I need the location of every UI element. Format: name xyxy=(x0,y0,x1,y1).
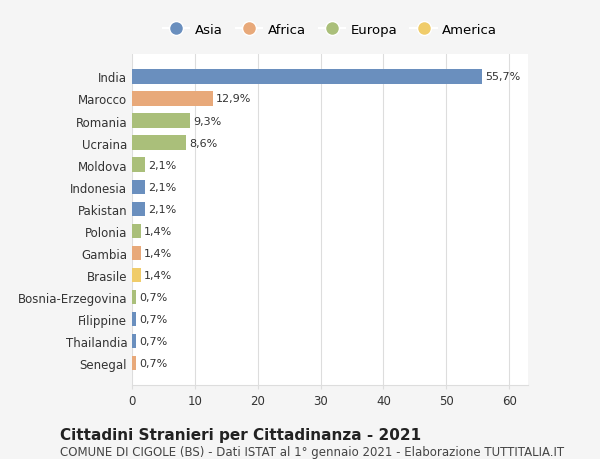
Text: 0,7%: 0,7% xyxy=(140,336,168,347)
Bar xyxy=(132,180,145,195)
Bar xyxy=(132,290,136,304)
Text: 0,7%: 0,7% xyxy=(140,292,168,302)
Text: 9,3%: 9,3% xyxy=(194,116,222,126)
Bar xyxy=(132,158,145,173)
Bar xyxy=(132,356,136,370)
Text: 12,9%: 12,9% xyxy=(216,94,251,104)
Bar xyxy=(132,224,141,239)
Text: 55,7%: 55,7% xyxy=(485,72,521,82)
Bar xyxy=(132,114,190,129)
Bar xyxy=(132,92,213,106)
Bar xyxy=(132,202,145,217)
Bar xyxy=(132,268,141,282)
Text: 2,1%: 2,1% xyxy=(148,182,176,192)
Bar xyxy=(132,70,482,84)
Text: Cittadini Stranieri per Cittadinanza - 2021: Cittadini Stranieri per Cittadinanza - 2… xyxy=(60,427,421,442)
Text: 1,4%: 1,4% xyxy=(144,226,172,236)
Text: 1,4%: 1,4% xyxy=(144,270,172,280)
Text: 1,4%: 1,4% xyxy=(144,248,172,258)
Text: 0,7%: 0,7% xyxy=(140,314,168,325)
Bar xyxy=(132,312,136,326)
Legend: Asia, Africa, Europa, America: Asia, Africa, Europa, America xyxy=(158,19,502,42)
Text: 8,6%: 8,6% xyxy=(189,138,217,148)
Bar xyxy=(132,136,186,151)
Text: 2,1%: 2,1% xyxy=(148,204,176,214)
Text: 2,1%: 2,1% xyxy=(148,160,176,170)
Bar xyxy=(132,334,136,348)
Text: COMUNE DI CIGOLE (BS) - Dati ISTAT al 1° gennaio 2021 - Elaborazione TUTTITALIA.: COMUNE DI CIGOLE (BS) - Dati ISTAT al 1°… xyxy=(60,445,564,458)
Text: 0,7%: 0,7% xyxy=(140,358,168,369)
Bar xyxy=(132,246,141,261)
